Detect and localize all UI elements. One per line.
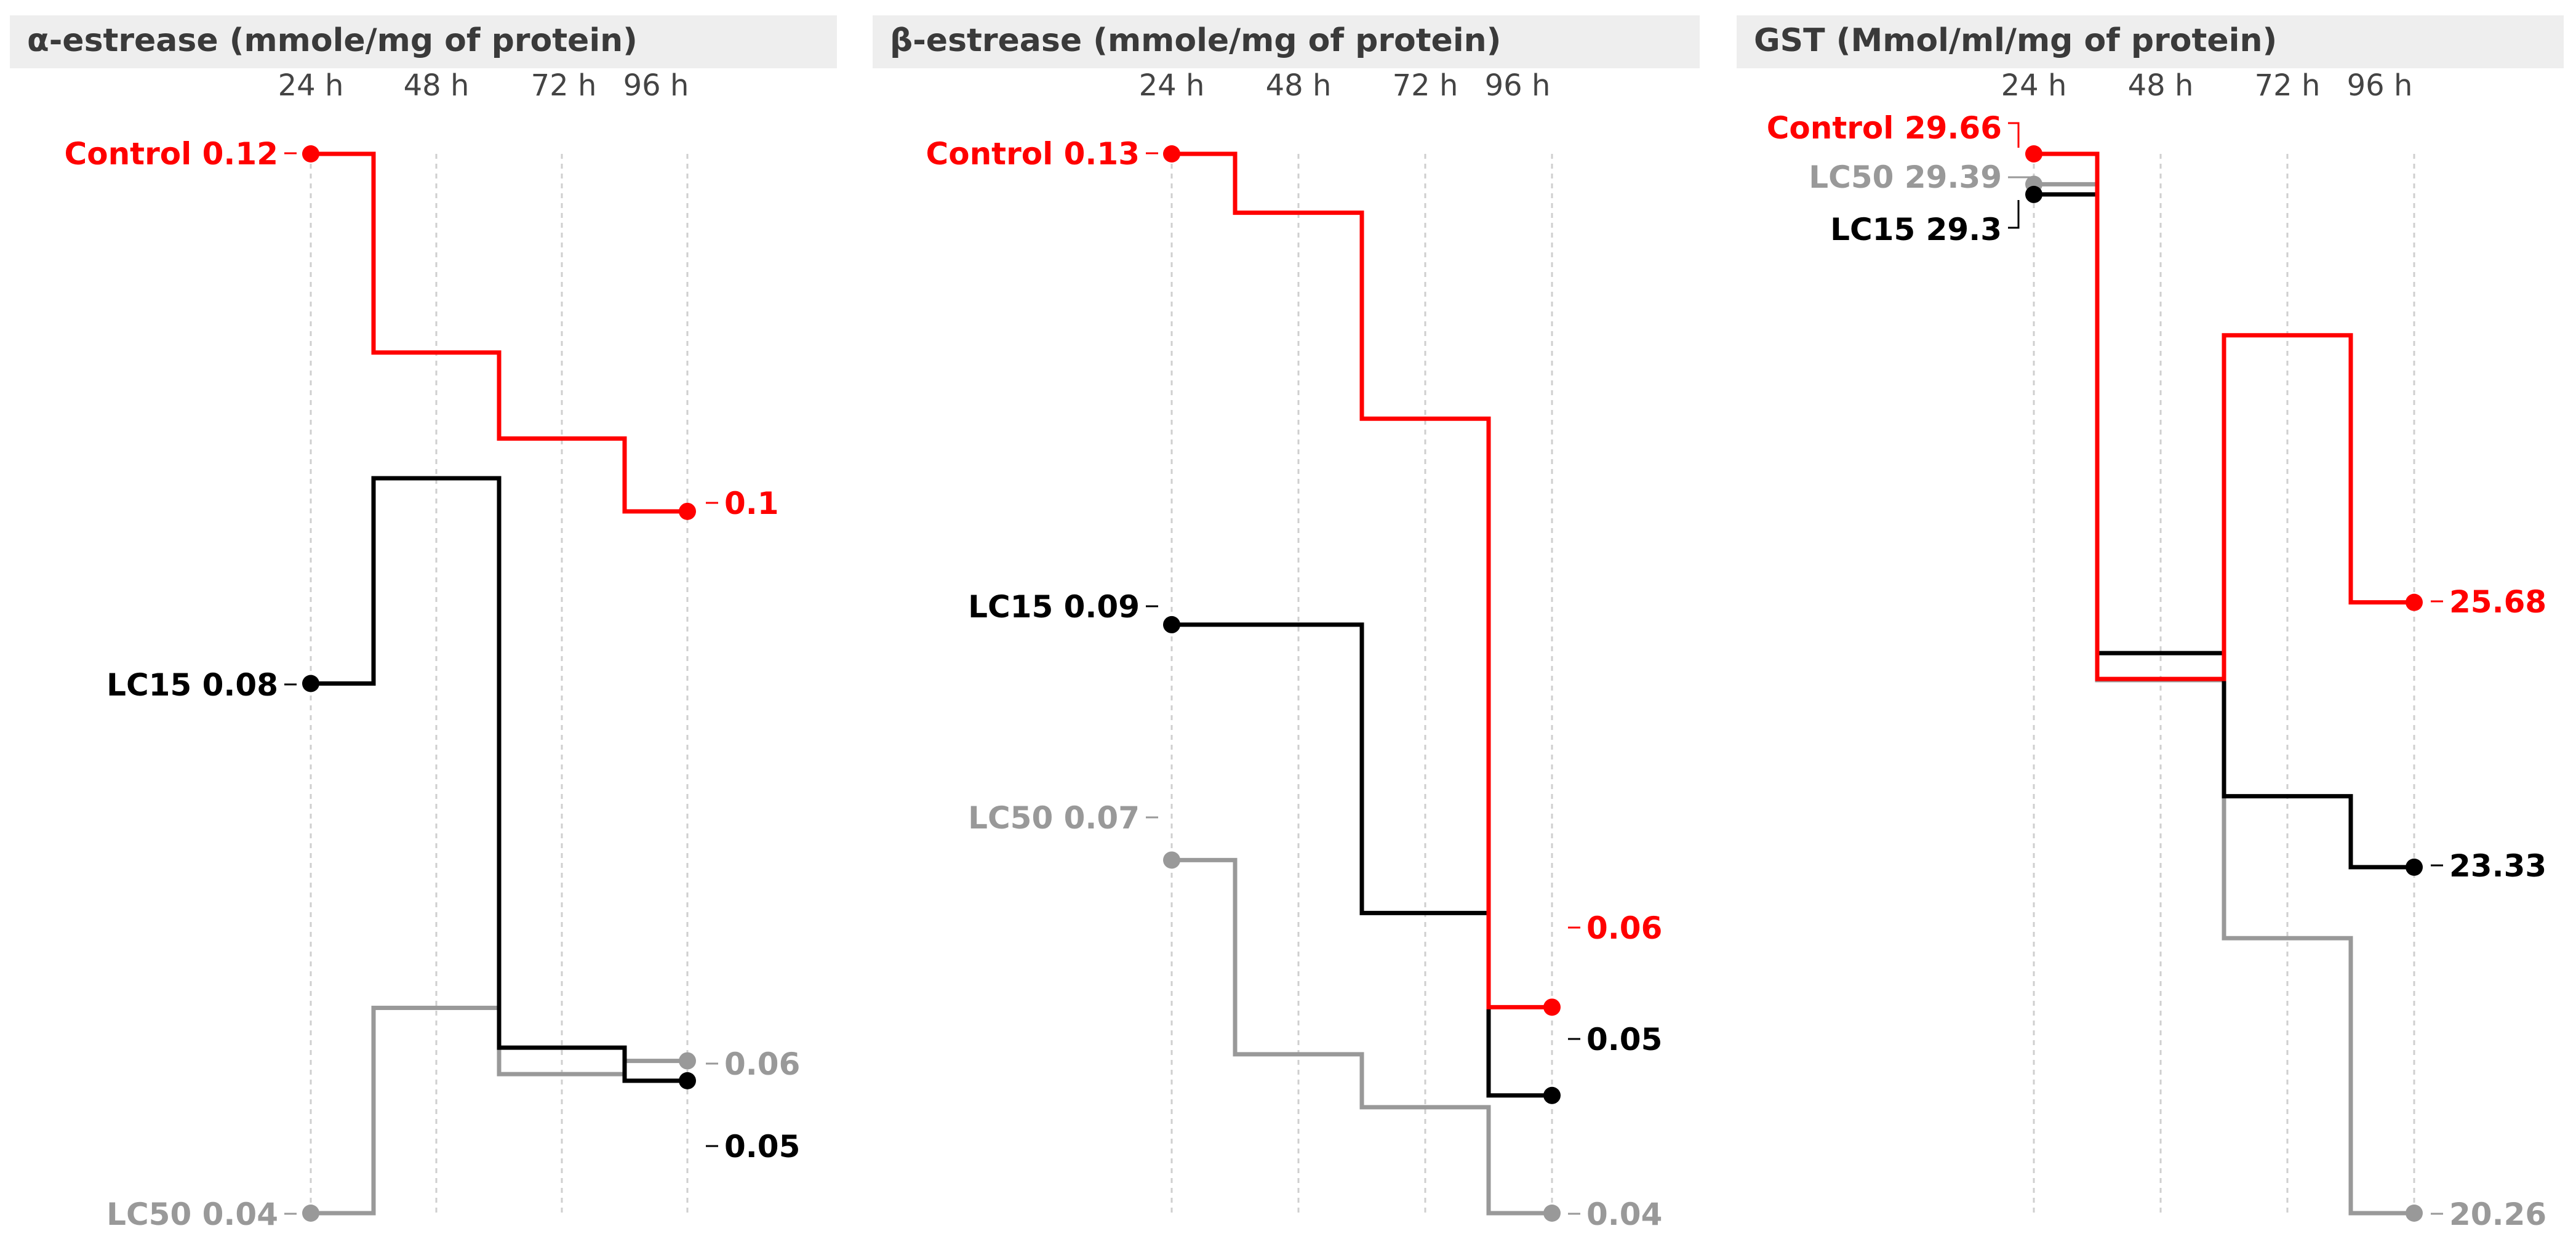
series-point-lc50 [302,1205,319,1222]
x-tick-label: 96 h [2347,68,2413,103]
x-tick-label: 24 h [1139,68,1205,103]
series-markers [1163,145,1561,1222]
series-point-control [1163,145,1180,162]
series-end-label: 20.26 [2449,1197,2546,1232]
panel-gst: GST (Mmol/ml/mg of protein) 24 h 48 h 72… [1737,15,2564,1232]
x-tick-label: 72 h [1393,68,1458,103]
series-line-lc50 [1172,857,1552,1216]
series-point-lc50 [679,1052,696,1070]
series-markers [2025,145,2423,1222]
series-point-lc50 [1543,1205,1561,1222]
x-tick-label: 24 h [278,68,344,103]
series-point-control [2406,593,2423,611]
series-start-label: Control 29.66 [1767,110,2002,146]
series-end-label: 0.1 [724,486,779,521]
series-point-lc15 [2025,185,2042,203]
panel-title-strip [10,15,837,68]
label-leader-line [2008,200,2020,229]
series-point-control [2025,145,2042,162]
x-tick-label: 48 h [404,68,470,103]
panel-title: GST (Mmol/ml/mg of protein) [1754,22,2277,59]
series-end-label: 0.06 [724,1046,800,1082]
panel-alpha-esterase: α-estrease (mmole/mg of protein) 24 h 48… [10,15,837,1232]
series-start-label: LC15 29.3 [1830,212,2002,247]
series-start-label: Control 0.12 [65,136,278,172]
series-line-lc15 [311,476,687,1083]
series-start-label: Control 0.13 [926,136,1140,172]
series-line-lc15 [1172,622,1552,1098]
series-line-control [311,151,687,514]
label-leader-line [2008,122,2020,148]
series-end-label: 23.33 [2449,848,2546,884]
series-start-label: LC50 0.07 [968,800,1140,836]
series-end-label: 0.06 [1586,910,1662,946]
series-point-lc50 [2406,1205,2423,1222]
x-tick-label: 48 h [1266,68,1332,103]
x-tick-label: 72 h [2255,68,2321,103]
series-start-label: LC50 29.39 [1809,159,2002,195]
panel-beta-esterase: β-estrease (mmole/mg of protein) 24 h 48… [873,15,1700,1232]
panel-title-strip [1737,15,2564,68]
series-line-control [2034,151,2414,681]
series-labels: Control 0.12 LC15 0.08 LC50 0.04 0.1 0.0… [65,136,801,1232]
series-end-label: 0.05 [724,1129,800,1165]
series-layer [1172,151,1552,1216]
series-start-label: LC15 0.09 [968,589,1140,625]
panel-title: α-estrease (mmole/mg of protein) [27,22,638,59]
x-tick-label: 24 h [2001,68,2067,103]
series-end-label: 0.05 [1586,1022,1662,1057]
panel-title-strip [873,15,1700,68]
series-labels: Control 0.13 LC15 0.09 LC50 0.07 0.06 0.… [926,136,1663,1232]
series-line-control [1172,151,1552,1009]
series-point-lc15 [1163,615,1180,633]
series-point-lc15 [679,1072,696,1089]
x-tick-label: 72 h [531,68,597,103]
series-point-control [302,145,319,162]
series-start-label: LC50 0.04 [106,1197,278,1232]
series-start-label: LC15 0.08 [106,667,278,703]
series-point-lc15 [1543,1086,1561,1104]
series-point-control [1543,998,1561,1016]
series-layer [2034,151,2414,1216]
series-end-label: 0.04 [1586,1197,1662,1232]
series-point-lc50 [1163,851,1180,869]
panel-title: β-estrease (mmole/mg of protein) [890,22,1501,59]
series-point-lc15 [2406,858,2423,876]
series-end-label: 25.68 [2449,584,2546,620]
series-layer [311,151,687,1216]
series-point-control [679,502,696,520]
x-tick-label: 48 h [2128,68,2194,103]
x-tick-label: 96 h [623,68,689,103]
x-tick-label: 96 h [1485,68,1551,103]
series-point-lc15 [302,675,319,692]
series-markers [302,145,696,1222]
series-labels: Control 29.66 LC15 29.3 LC50 29.39 25.68… [1767,110,2546,1232]
